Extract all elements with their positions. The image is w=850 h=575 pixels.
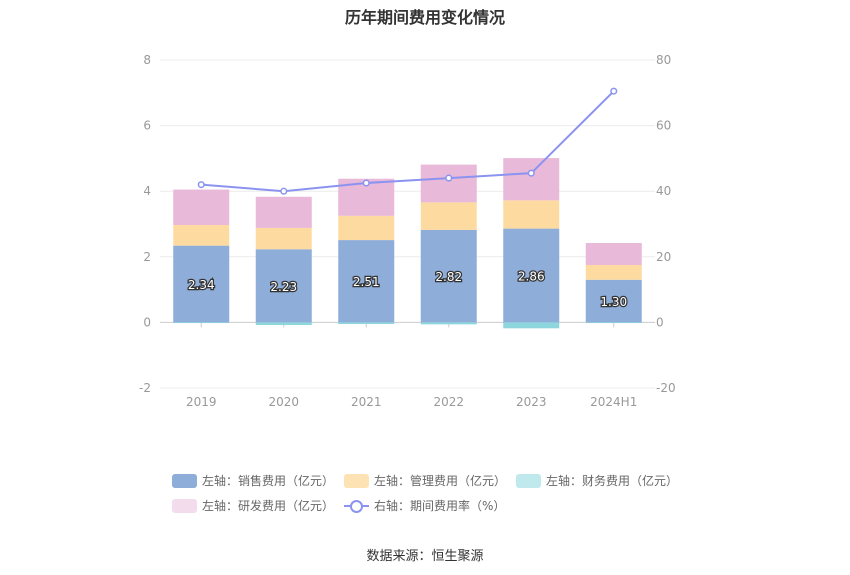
legend-label-rnd: 左轴：研发费用（亿元） [202, 499, 335, 513]
legend-label-sales: 左轴：销售费用（亿元） [202, 474, 335, 488]
bar-segment-3 [420, 164, 477, 203]
y-right-tick-label: -20 [656, 381, 676, 395]
bar-segment-2 [420, 322, 477, 325]
bar-segment-0 [338, 240, 395, 323]
y-right-tick-label: 40 [656, 184, 671, 198]
chart-canvas: -2 -20 0 0 2 20 4 40 6 60 8 80 2019 2020 2021 2022 2023 2… [139, 53, 676, 409]
y-left-tick-label: 0 [143, 315, 151, 329]
bar-segment-1 [173, 224, 230, 246]
legend-label-admin: 左轴：管理费用（亿元） [374, 474, 507, 488]
y-left-tick-label: 8 [143, 53, 151, 67]
y-right-tick-label: 80 [656, 53, 671, 67]
expense-rate-point [280, 187, 288, 195]
expense-rate-point [445, 174, 453, 182]
bar-data-label: 2.82 [435, 270, 462, 284]
expense-rate-point [610, 87, 618, 95]
bar-data-label: 2.86 [518, 269, 545, 283]
bar-segment-0 [503, 228, 560, 323]
bar-segment-1 [255, 227, 312, 250]
bar-data-label: 1.30 [600, 295, 627, 309]
y-left-tick-label: 4 [143, 184, 151, 198]
expense-rate-point [362, 179, 370, 187]
data-source: 数据来源：恒生聚源 [366, 549, 484, 564]
chart-title: 历年期间费用变化情况 [344, 8, 505, 27]
bar-segment-1 [420, 202, 477, 230]
bar-segment-3 [255, 196, 312, 228]
bar-data-label: 2.51 [353, 275, 380, 289]
bar-segment-2 [503, 322, 560, 329]
bar-segment-0 [585, 279, 642, 323]
bar-segment-1 [585, 265, 642, 280]
bar-segment-2 [255, 322, 312, 326]
x-tick-label: 2021 [351, 395, 382, 409]
legend-swatch-rnd [172, 498, 197, 513]
legend-item-expense-rate[interactable]: 右轴：期间费用率（%） [344, 497, 505, 514]
x-tick-label: 2023 [516, 395, 547, 409]
legend-item-rnd[interactable]: 左轴：研发费用（亿元） [172, 497, 334, 514]
bar-segment-2 [173, 322, 230, 324]
bar-segment-3 [585, 243, 642, 265]
legend-label-expense-rate: 右轴：期间费用率（%） [374, 499, 506, 513]
bar-data-label: 2.34 [188, 278, 215, 292]
x-tick-label: 2019 [186, 395, 217, 409]
bar-segment-0 [420, 229, 477, 323]
y-left-tick-label: -2 [139, 381, 151, 395]
legend-item-admin[interactable]: 左轴：管理费用（亿元） [344, 472, 506, 489]
legend-swatch-admin [344, 473, 369, 488]
legend-swatch-finance [516, 473, 541, 488]
legend-item-sales[interactable]: 左轴：销售费用（亿元） [172, 472, 334, 489]
bar-segment-2 [585, 322, 642, 324]
x-tick-label: 2020 [268, 395, 299, 409]
x-tick-label: 2022 [433, 395, 464, 409]
bar-segment-0 [173, 245, 230, 323]
y-left-tick-label: 2 [143, 250, 151, 264]
legend-swatch-expense-rate [344, 499, 369, 513]
legend-label-finance: 左轴：财务费用（亿元） [546, 474, 679, 488]
expense-rate-point [527, 169, 535, 177]
legend-item-finance[interactable]: 左轴：财务费用（亿元） [516, 472, 678, 489]
bar-segment-1 [503, 200, 560, 229]
y-left-tick-label: 6 [143, 119, 151, 133]
legend-swatch-sales [172, 473, 197, 488]
bar-segment-1 [338, 215, 395, 241]
bar-segment-0 [255, 249, 312, 323]
bar-segment-2 [338, 322, 395, 325]
y-right-tick-label: 20 [656, 250, 671, 264]
expense-rate-line [201, 90, 615, 193]
expense-rate-point [197, 181, 205, 189]
y-right-tick-label: 60 [656, 119, 671, 133]
bar-data-label: 2.23 [270, 280, 297, 294]
bar-segment-3 [173, 189, 230, 225]
bar-segment-3 [503, 158, 560, 201]
y-right-tick-label: 0 [656, 315, 664, 329]
x-tick-label: 2024H1 [590, 395, 637, 409]
